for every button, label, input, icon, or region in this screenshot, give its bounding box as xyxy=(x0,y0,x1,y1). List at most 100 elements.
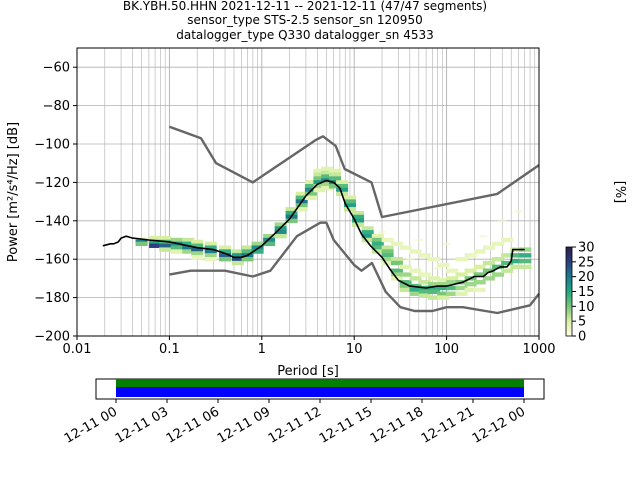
density-cell xyxy=(219,249,232,254)
timeline-tick-label: 12-11 09 xyxy=(215,404,273,446)
density-cell xyxy=(329,168,342,174)
density-cell xyxy=(361,237,374,243)
density-cell xyxy=(329,184,342,189)
density-cell xyxy=(352,214,365,220)
density-cell xyxy=(159,235,172,241)
density-cell xyxy=(455,291,468,296)
density-cell xyxy=(343,199,356,204)
density-cell xyxy=(313,168,326,174)
density-cell xyxy=(352,210,365,216)
density-cell xyxy=(274,233,287,239)
density-cell xyxy=(427,289,440,295)
density-cell xyxy=(295,195,308,200)
x-tick-label: 100 xyxy=(434,342,459,357)
density-cell xyxy=(241,257,254,262)
density-cell xyxy=(263,233,276,239)
density-cell xyxy=(381,249,394,254)
density-cell xyxy=(231,249,244,254)
density-cell xyxy=(473,287,486,293)
density-cell xyxy=(191,239,204,245)
density-cell xyxy=(159,243,172,248)
density-cell xyxy=(219,257,232,262)
density-cell xyxy=(343,207,356,212)
density-cell xyxy=(170,245,183,250)
density-cell xyxy=(409,276,422,281)
density-cell xyxy=(501,268,514,273)
density-trail-cell xyxy=(479,234,488,238)
density-cell xyxy=(159,247,172,252)
x-axis-label: Period [s] xyxy=(277,364,339,379)
density-cell xyxy=(418,293,431,298)
colorbar-gradient xyxy=(565,246,573,337)
density-cell xyxy=(482,276,495,281)
density-cell xyxy=(149,239,162,245)
x-tick-label: 1000 xyxy=(522,342,555,357)
density-cell xyxy=(399,287,412,293)
density-cell xyxy=(519,247,532,252)
density-cell xyxy=(274,222,287,227)
density-cell xyxy=(399,245,412,250)
density-cell xyxy=(418,289,431,295)
density-cell xyxy=(304,184,317,189)
density-cell xyxy=(381,260,394,266)
density-trail-cell xyxy=(414,238,423,242)
density-cell xyxy=(482,260,495,266)
density-cell xyxy=(170,237,183,243)
density-cell xyxy=(427,276,440,281)
density-cell xyxy=(492,264,505,270)
density-cell xyxy=(329,172,342,177)
density-cell xyxy=(473,272,486,277)
density-cell xyxy=(492,257,505,262)
timeline-tick-label: 12-11 00 xyxy=(62,404,120,446)
density-cell xyxy=(482,245,495,250)
density-cell xyxy=(285,207,298,212)
timeline-tick-label: 12-11 15 xyxy=(317,404,375,446)
colorbar-tick-label: 10 xyxy=(578,300,595,315)
density-cell xyxy=(437,278,450,283)
density-cell xyxy=(295,207,308,212)
timeline-tick-label: 12-12 00 xyxy=(470,404,528,446)
density-cell xyxy=(329,180,342,185)
density-cell xyxy=(446,280,459,285)
density-trail-cell xyxy=(498,219,507,222)
y-tick-label: −160 xyxy=(34,253,70,268)
density-cell xyxy=(492,241,505,247)
density-cell xyxy=(381,237,394,243)
plot-frame xyxy=(76,47,540,337)
colorbar-tick-label: 20 xyxy=(578,270,595,285)
density-trail-cell xyxy=(378,231,387,234)
density-cell xyxy=(437,295,450,300)
density-trail-cell xyxy=(433,267,442,270)
density-cell xyxy=(399,264,412,270)
density-cell xyxy=(361,226,374,231)
x-tick-label: 1 xyxy=(258,342,266,357)
density-cell xyxy=(304,191,317,197)
density-cell xyxy=(295,203,308,208)
mean-psd-line xyxy=(102,179,525,289)
density-cell xyxy=(455,285,468,291)
y-tick-label: −80 xyxy=(43,99,70,114)
density-cell xyxy=(418,253,431,258)
density-cell xyxy=(390,257,403,262)
new-high-noise-model-line xyxy=(168,125,540,219)
density-cell xyxy=(321,185,334,191)
density-cell xyxy=(409,268,422,273)
density-cell xyxy=(437,281,450,287)
density-cell xyxy=(352,222,365,227)
density-cell xyxy=(437,285,450,291)
y-tick-label: −200 xyxy=(34,330,70,345)
density-cell xyxy=(204,241,217,247)
density-cell xyxy=(304,195,317,200)
density-cell xyxy=(321,182,334,187)
noise-models xyxy=(168,125,540,315)
density-cell xyxy=(446,268,459,273)
y-tick-label: −180 xyxy=(34,291,70,306)
density-cell xyxy=(149,243,162,248)
density-cell xyxy=(409,291,422,296)
density-cell xyxy=(427,285,440,291)
density-cell xyxy=(336,184,349,189)
density-cell xyxy=(321,174,334,179)
